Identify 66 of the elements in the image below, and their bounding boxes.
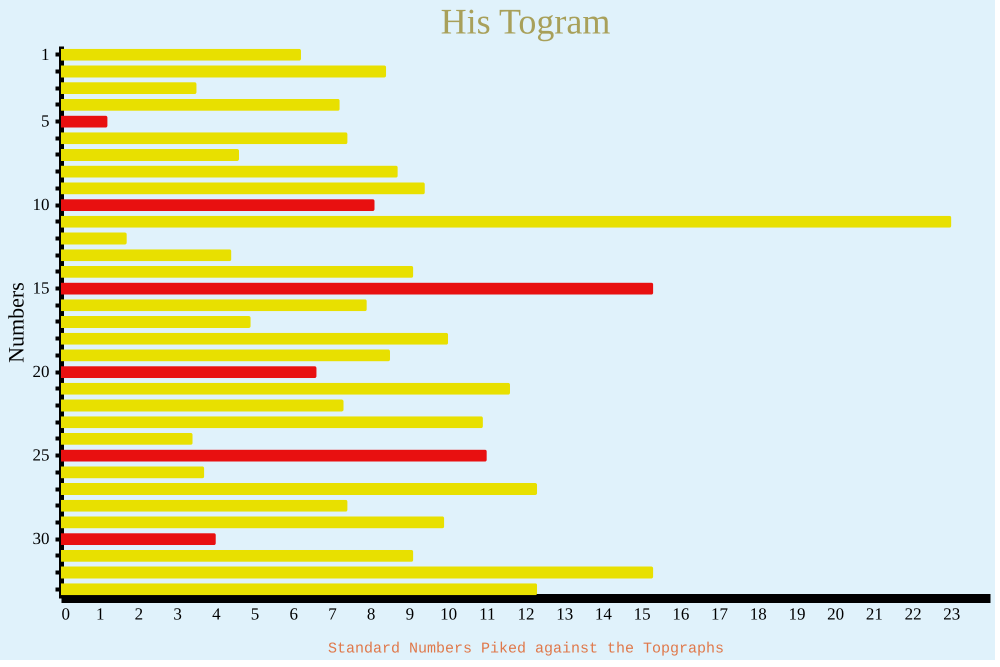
x-tick-label: 8 [366,604,376,624]
bar [61,48,301,61]
x-tick-label: 2 [134,604,144,624]
x-tick-label: 18 [750,604,767,624]
bar [61,483,538,496]
y-tick-label: 5 [41,112,50,131]
bar [61,216,952,228]
x-tick-label: 6 [290,604,298,624]
x-tick-label: 19 [788,604,806,624]
bar [61,316,251,328]
x-tick-label: 4 [212,604,222,624]
bar [61,450,487,462]
bar [61,332,448,345]
x-tick-label: 9 [406,604,414,624]
y-tick-label: 10 [32,195,50,214]
bar [61,199,375,212]
bar [61,382,510,395]
bar [61,266,414,278]
y-tick-label: 25 [32,446,50,465]
bar [61,349,390,362]
x-tick-label: 15 [634,604,651,624]
bar [61,500,348,512]
bar [61,182,425,194]
bar [61,516,444,528]
x-tick-label: 0 [62,604,70,624]
y-tick-label: 20 [32,362,50,382]
bar [61,98,340,111]
bar [61,432,193,445]
bar [61,232,127,244]
bar [61,282,654,295]
x-tick-label: 12 [518,604,534,624]
bar [61,550,414,562]
x-tick-label: 3 [173,604,182,624]
bar [61,82,196,94]
y-tick-label: 1 [41,44,50,64]
x-tick-label: 17 [711,604,729,624]
x-tick-label: 14 [594,604,612,624]
x-tick-label: 7 [328,604,338,624]
bar [61,299,367,312]
bar [61,533,216,546]
bar [61,132,348,144]
bar [61,400,344,412]
x-tick-label: 13 [556,604,574,624]
x-tick-label: 1 [96,604,104,624]
x-tick-label: 11 [479,604,496,624]
x-tick-label: 21 [866,604,883,624]
y-tick-label: 30 [32,529,50,548]
x-tick-label: 10 [440,604,458,624]
bar [61,366,316,378]
bar [61,116,108,128]
bar [61,466,204,478]
y-axis-title: Numbers [4,282,28,363]
bar [61,65,386,78]
bar [61,148,240,161]
bar [61,249,232,262]
x-axis-title: Standard Numbers Piked against the Topgraphs [328,640,724,658]
x-tick-label: 16 [672,604,690,624]
x-tick-label: 23 [943,604,960,624]
x-tick-label: 20 [827,604,844,624]
bar [61,416,483,428]
y-tick-label: 15 [32,278,50,298]
bar [61,566,654,579]
x-tick-label: 5 [250,604,260,624]
bar [61,166,398,178]
x-tick-label: 22 [904,604,922,624]
chart-title: His Togram [440,1,610,42]
